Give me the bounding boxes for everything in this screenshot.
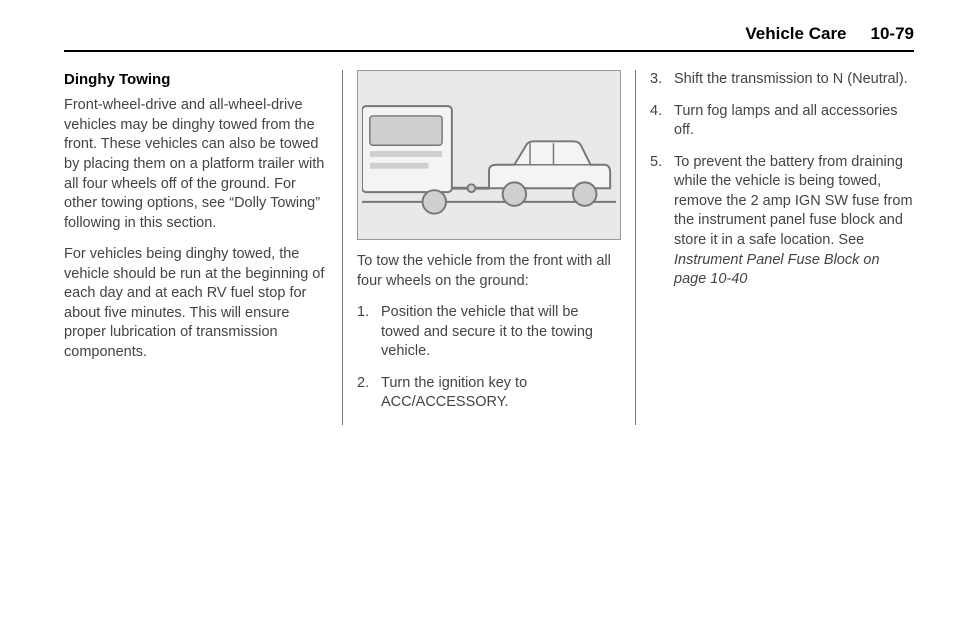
column-1: Dinghy Towing Front-wheel-drive and all-… bbox=[64, 70, 342, 425]
step-3: Shift the transmission to N (Neutral). bbox=[650, 70, 914, 90]
section-title: Vehicle Care bbox=[745, 24, 846, 44]
col3-steps: Shift the transmission to N (Neutral). T… bbox=[650, 70, 914, 290]
col1-paragraph-2: For vehicles being dinghy towed, the veh… bbox=[64, 245, 328, 362]
column-2: To tow the vehicle from the front with a… bbox=[342, 70, 636, 425]
dinghy-towing-heading: Dinghy Towing bbox=[64, 70, 328, 90]
step-5-reference: Instrument Panel Fuse Block on page 10-4… bbox=[674, 252, 880, 288]
step-4: Turn fog lamps and all accessories off. bbox=[650, 102, 914, 141]
page-number: 10-79 bbox=[871, 24, 914, 44]
header-rule bbox=[64, 50, 914, 52]
step-5: To prevent the battery from draining whi… bbox=[650, 153, 914, 290]
step-5-text: To prevent the battery from draining whi… bbox=[674, 154, 913, 248]
col2-steps: Position the vehicle that will be towed … bbox=[357, 303, 621, 413]
column-3: Shift the transmission to N (Neutral). T… bbox=[636, 70, 914, 425]
col1-paragraph-1: Front-wheel-drive and all-wheel-drive ve… bbox=[64, 96, 328, 233]
step-1: Position the vehicle that will be towed … bbox=[357, 303, 621, 362]
content-columns: Dinghy Towing Front-wheel-drive and all-… bbox=[64, 70, 914, 425]
page-header: Vehicle Care 10-79 bbox=[64, 24, 914, 50]
col2-intro: To tow the vehicle from the front with a… bbox=[357, 252, 621, 291]
step-2: Turn the ignition key to ACC/ACCESSORY. bbox=[357, 374, 621, 413]
towing-illustration-icon bbox=[362, 75, 616, 235]
dinghy-towing-figure bbox=[357, 70, 621, 240]
